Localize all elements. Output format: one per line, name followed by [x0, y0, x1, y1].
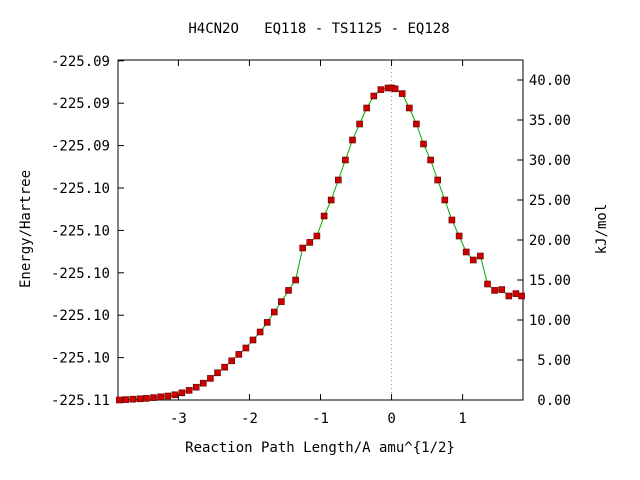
- left-tick-label: -225.09: [51, 54, 110, 70]
- data-point: [270, 308, 278, 316]
- data-point: [377, 86, 385, 93]
- left-tick-label: -225.10: [51, 308, 110, 324]
- data-point: [320, 212, 328, 220]
- data-point: [171, 391, 179, 399]
- data-point: [491, 287, 498, 294]
- data-point: [242, 344, 250, 352]
- data-point: [178, 389, 186, 397]
- left-tick-label: -225.10: [51, 351, 110, 367]
- data-point: [469, 256, 477, 264]
- x-tick-label: -2: [241, 411, 258, 427]
- left-tick-label: -225.09: [51, 96, 110, 112]
- plot-frame: [117, 59, 524, 401]
- right-tick-label: 25.00: [529, 193, 571, 209]
- right-tick-label: 15.00: [529, 273, 571, 289]
- data-point: [228, 357, 235, 365]
- data-point: [164, 392, 171, 400]
- data-point: [306, 239, 314, 246]
- data-point: [342, 156, 349, 164]
- data-point: [116, 396, 123, 404]
- x-tick-label: -1: [312, 411, 329, 427]
- right-tick-label: 5.00: [537, 353, 571, 369]
- x-tick-label: -3: [170, 411, 187, 427]
- data-point: [214, 369, 221, 377]
- data-point: [363, 104, 371, 112]
- data-point: [136, 395, 144, 403]
- x-tick-label: 1: [458, 411, 466, 427]
- right-tick-label: 35.00: [529, 113, 571, 129]
- data-point: [477, 252, 484, 260]
- chart-title: H4CN2O EQ118 - TS1125 - EQ128: [188, 21, 449, 37]
- left-tick-label: -225.10: [51, 181, 110, 197]
- right-tick-label: 10.00: [529, 313, 571, 329]
- tick-layer: -3 -2 -1 0 1 -225.11 -225.10 -225.10 -225.10 -225…: [51, 54, 571, 427]
- data-point: [157, 393, 164, 401]
- series-layer: [116, 84, 525, 404]
- data-point: [192, 383, 200, 391]
- data-point: [299, 244, 307, 252]
- data-point: [434, 176, 442, 184]
- data-point: [150, 394, 157, 401]
- right-tick-label: 40.00: [529, 73, 571, 89]
- data-point: [143, 395, 150, 402]
- data-point: [278, 298, 285, 305]
- data-point: [129, 395, 137, 403]
- left-tick-label: -225.09: [51, 139, 110, 155]
- data-point: [221, 363, 228, 371]
- left-tick-label: -225.10: [51, 223, 110, 239]
- x-tick-label: 0: [387, 411, 395, 427]
- y-axis-title-left: Energy/Hartree: [18, 170, 34, 288]
- data-point: [441, 196, 449, 204]
- data-point: [413, 120, 420, 128]
- data-point: [327, 196, 335, 204]
- data-point: [334, 176, 342, 184]
- data-point: [200, 379, 207, 387]
- data-point: [462, 248, 470, 256]
- x-axis-title: Reaction Path Length/A amu^{1/2}: [185, 440, 455, 456]
- data-point: [455, 232, 463, 240]
- data-point: [235, 351, 243, 358]
- data-point: [185, 387, 193, 394]
- data-point: [356, 120, 363, 128]
- data-point: [498, 286, 506, 293]
- right-tick-label: 30.00: [529, 153, 571, 169]
- data-point: [448, 216, 456, 224]
- data-point: [518, 292, 525, 300]
- right-tick-label: 0.00: [537, 393, 571, 409]
- data-point: [420, 140, 427, 148]
- data-point: [349, 136, 356, 144]
- data-point: [398, 90, 406, 97]
- data-point: [391, 85, 399, 93]
- energy-curve-line: [119, 87, 522, 401]
- data-point: [405, 104, 413, 112]
- data-point: [427, 156, 434, 164]
- data-point: [512, 290, 520, 297]
- data-point: [263, 319, 271, 326]
- data-point: [484, 280, 491, 288]
- y-axis-title-right: kJ/mol: [594, 204, 610, 255]
- data-point: [256, 328, 264, 336]
- right-tick-label: 20.00: [529, 233, 571, 249]
- data-point: [285, 287, 292, 294]
- data-point: [505, 292, 513, 300]
- left-tick-label: -225.10: [51, 266, 110, 282]
- data-point: [313, 232, 321, 240]
- data-point: [292, 276, 299, 284]
- data-point: [249, 336, 257, 344]
- data-point: [207, 375, 214, 382]
- data-point: [370, 92, 378, 100]
- left-tick-label: -225.11: [51, 393, 110, 409]
- data-point: [122, 396, 130, 403]
